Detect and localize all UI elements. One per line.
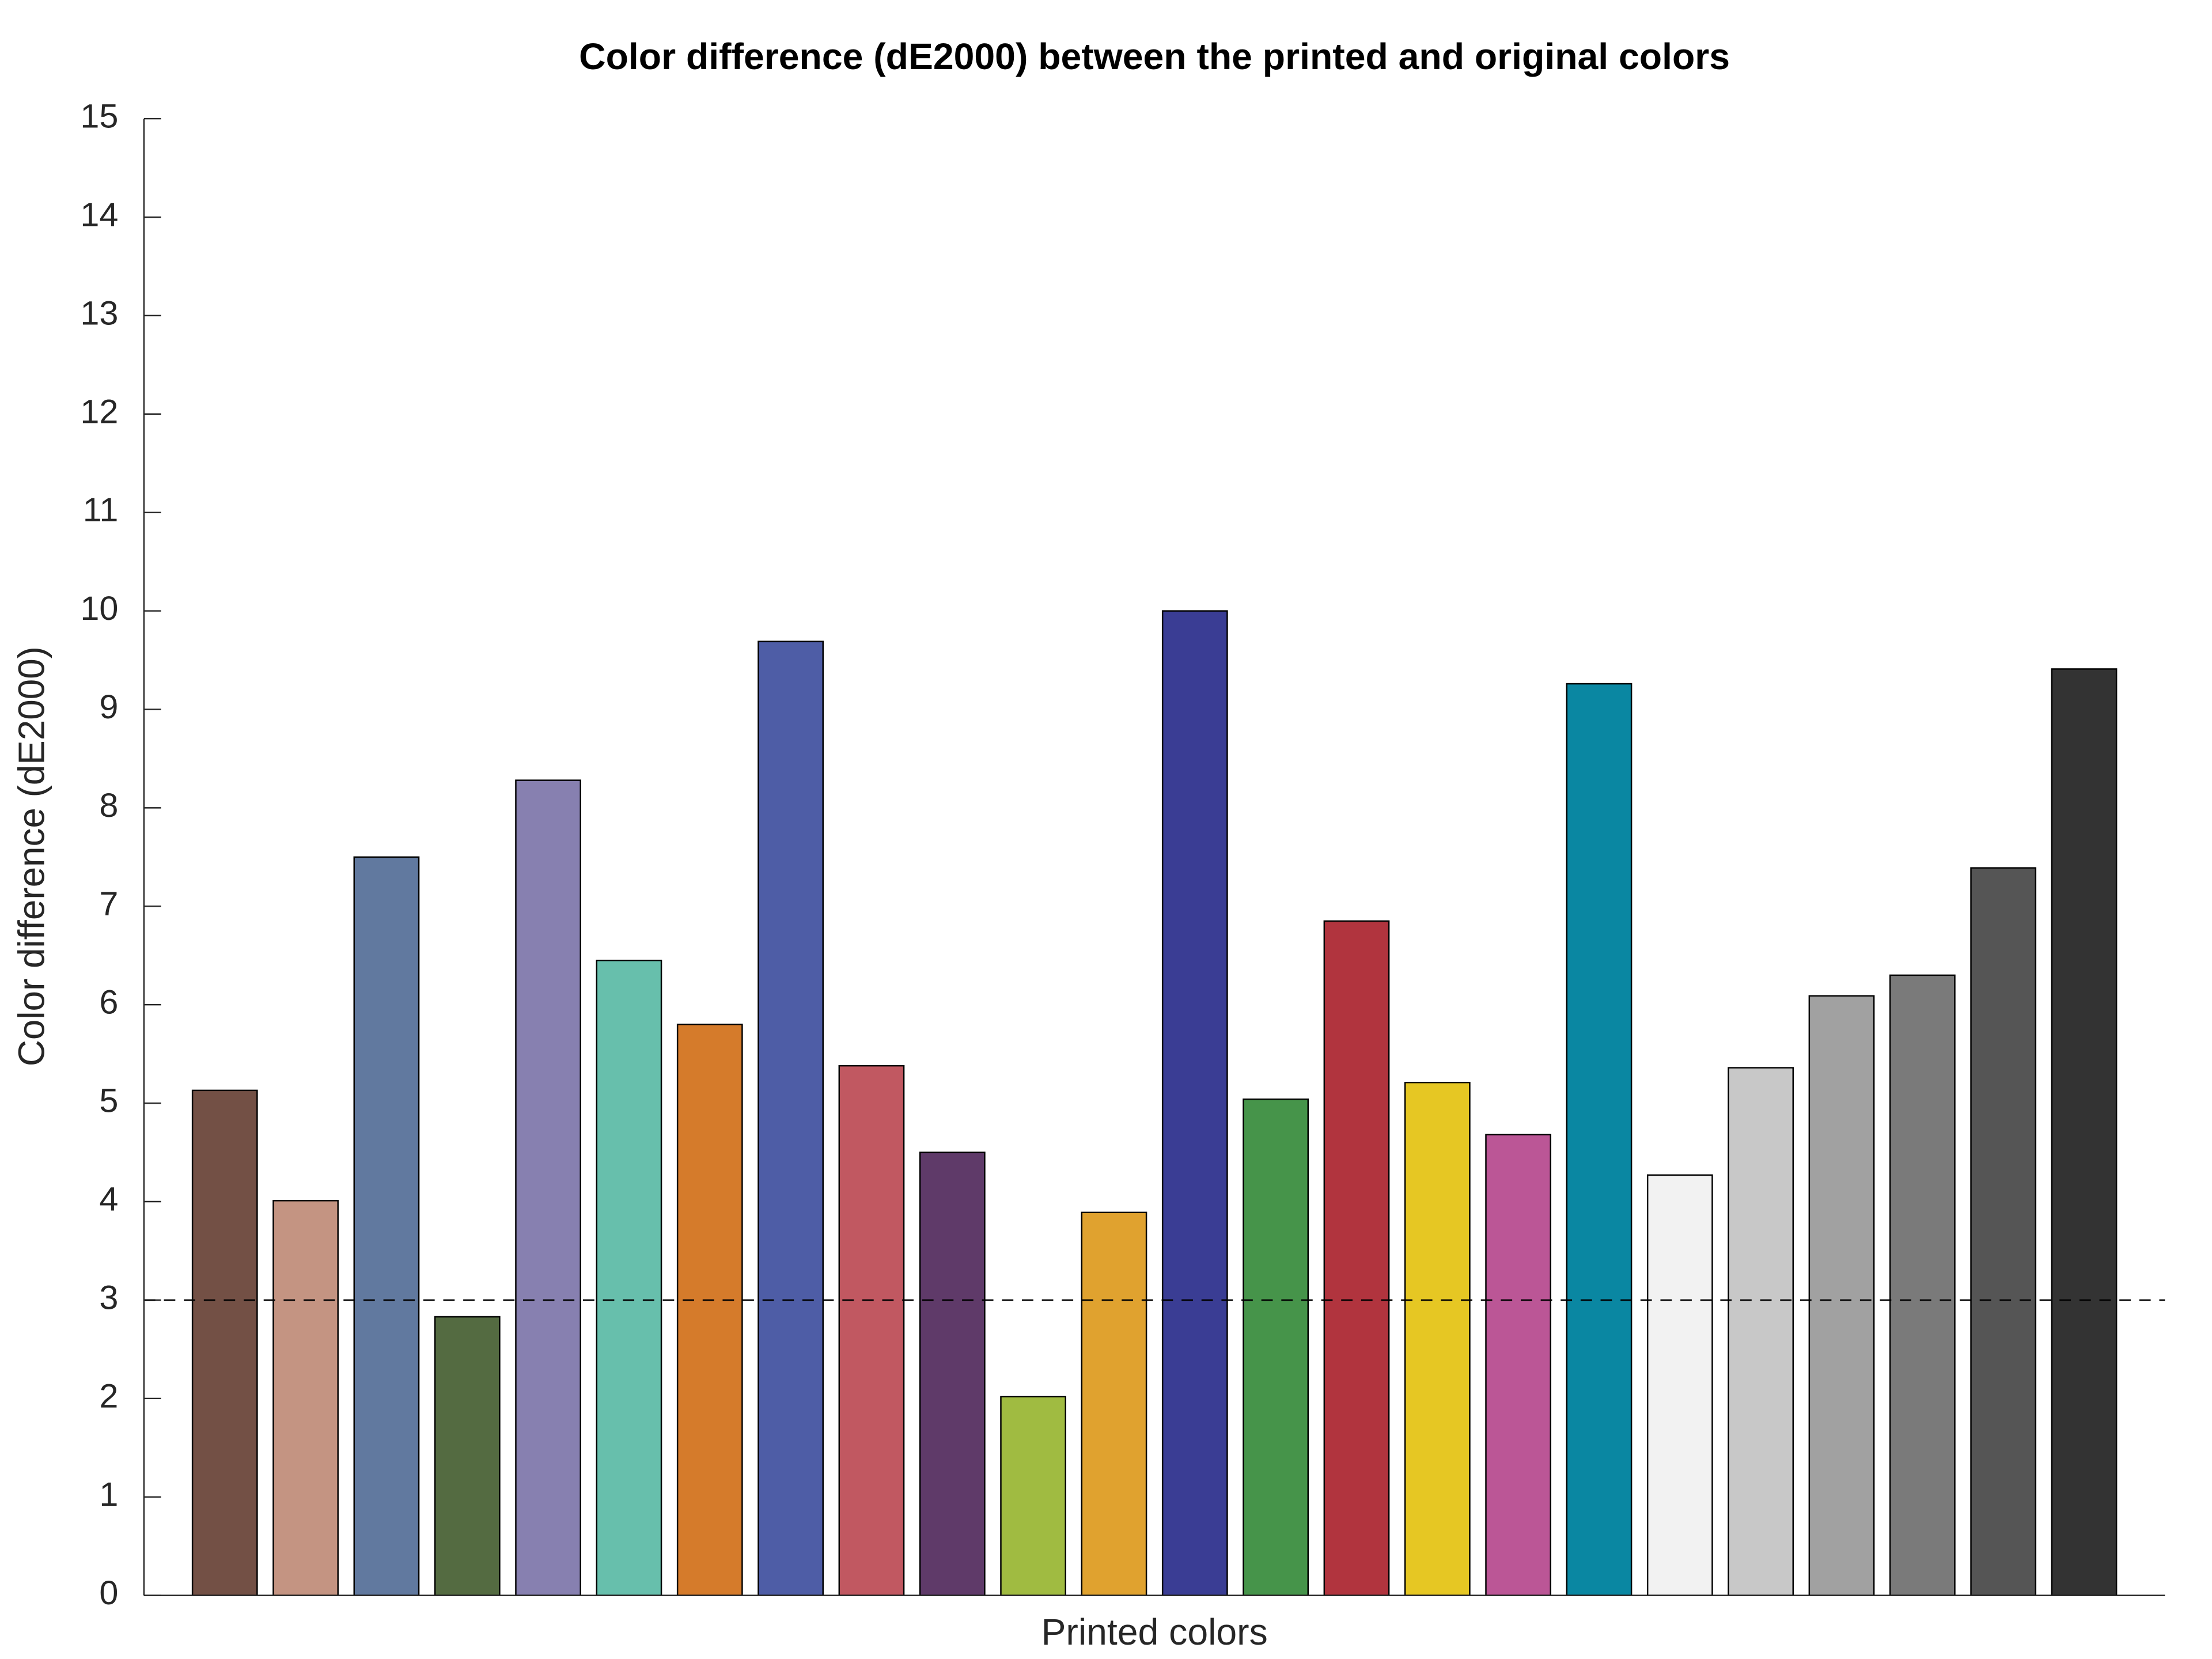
bar — [1000, 1396, 1066, 1596]
bar — [434, 1316, 501, 1596]
y-tick-label: 1 — [99, 1475, 118, 1513]
bar — [1889, 974, 1956, 1596]
y-tick-label: 15 — [80, 97, 118, 135]
bar — [2051, 668, 2118, 1596]
y-tick-label: 9 — [99, 687, 118, 726]
bar — [1728, 1067, 1794, 1596]
bar — [272, 1200, 339, 1596]
bar — [919, 1152, 986, 1596]
bar — [1808, 995, 1875, 1596]
bar — [1404, 1081, 1471, 1596]
bar — [515, 779, 581, 1596]
bar — [757, 641, 824, 1596]
y-tick-label: 5 — [99, 1081, 118, 1120]
y-tick-label: 11 — [83, 490, 119, 529]
bar — [1485, 1134, 1552, 1596]
y-axis-label: Color difference (dE2000) — [10, 646, 52, 1066]
bar — [1323, 920, 1390, 1596]
bar — [676, 1024, 743, 1596]
y-tick-label: 10 — [80, 589, 118, 627]
bar — [1646, 1174, 1713, 1596]
x-axis-label: Printed colors — [1041, 1611, 1267, 1653]
y-tick-label: 0 — [99, 1573, 118, 1612]
y-tick-label: 4 — [99, 1180, 118, 1218]
y-tick-label: 7 — [99, 884, 118, 923]
bar — [1243, 1099, 1309, 1596]
bar — [1970, 867, 2037, 1596]
y-tick-label: 3 — [99, 1278, 118, 1317]
bar — [596, 960, 662, 1596]
bar — [1161, 610, 1228, 1596]
bar — [353, 856, 420, 1596]
chart-title: Color difference (dE2000) between the pr… — [579, 36, 1730, 77]
y-tick-label: 14 — [80, 195, 118, 234]
bar — [1566, 683, 1633, 1596]
bar — [1081, 1211, 1147, 1596]
y-tick-label: 6 — [99, 983, 118, 1021]
y-tick-label: 13 — [80, 294, 118, 332]
y-tick-label: 2 — [99, 1377, 118, 1415]
bar — [838, 1065, 905, 1596]
y-tick-label: 12 — [80, 392, 118, 431]
bar — [191, 1089, 258, 1596]
y-tick-label: 8 — [99, 786, 118, 824]
